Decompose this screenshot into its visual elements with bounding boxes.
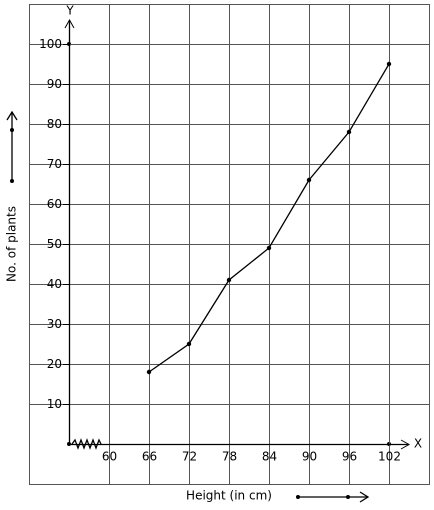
x-axis-label: Height (in cm) (186, 489, 272, 503)
decor-dots (10, 42, 391, 499)
y-tick-label: 100 (39, 37, 62, 51)
y-tick-label: 20 (47, 357, 62, 371)
decor-arrows (6, 110, 370, 503)
y-axis-name: Y (65, 4, 74, 18)
x-tick-label: 84 (262, 450, 277, 464)
y-axis-arrow (64, 18, 75, 29)
y-tick-label: 90 (47, 77, 62, 91)
y-tick-label: 40 (47, 277, 62, 291)
x-tick-label: 66 (142, 450, 157, 464)
y-axis-label: No. of plants (5, 206, 19, 282)
x-tick-label: 102 (378, 450, 401, 464)
y-tick-label: 30 (47, 317, 62, 331)
x-tick-label: 78 (222, 450, 237, 464)
x-tick-label: 90 (302, 450, 317, 464)
x-tick-label: 72 (182, 450, 197, 464)
y-tick-label: 50 (47, 237, 62, 251)
x-axis-arrow (400, 439, 411, 450)
x-tick-label: 60 (102, 450, 117, 464)
data-point (306, 177, 312, 183)
y-tick-label: 80 (47, 117, 62, 131)
x-tick-label: 96 (342, 450, 357, 464)
data-point (346, 129, 352, 135)
y-tick-label: 60 (47, 197, 62, 211)
y-tick-label: 70 (47, 157, 62, 171)
data-point (266, 245, 272, 251)
data-point (386, 61, 392, 67)
data-point (186, 341, 192, 347)
y-tick-label: 10 (47, 397, 62, 411)
data-point (226, 277, 232, 283)
x-axis-name: X (414, 437, 422, 451)
data-point (146, 369, 152, 375)
